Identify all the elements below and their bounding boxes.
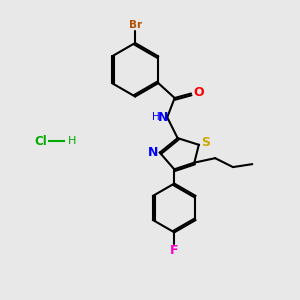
Text: N: N [148,146,158,159]
Text: H: H [152,112,160,122]
Text: O: O [193,85,204,98]
Text: S: S [201,136,210,149]
Text: F: F [170,244,178,257]
Text: H: H [68,136,76,146]
Text: Br: Br [129,20,142,30]
Text: N: N [158,111,168,124]
Text: Cl: Cl [35,135,47,148]
